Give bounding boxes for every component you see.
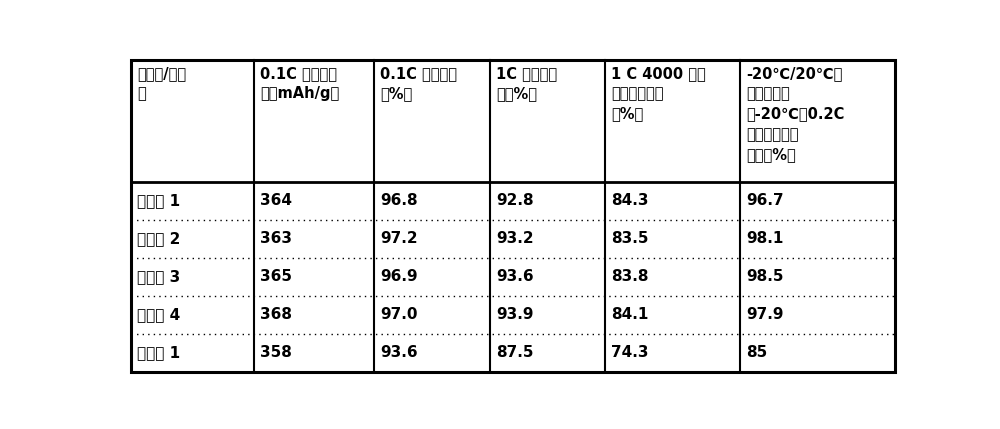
Text: 93.6: 93.6 (380, 345, 418, 360)
Text: 实施例 1: 实施例 1 (137, 193, 181, 208)
Text: 实施例 2: 实施例 2 (137, 231, 181, 246)
Text: 92.8: 92.8 (496, 193, 534, 208)
Text: 96.9: 96.9 (380, 269, 418, 284)
Text: 96.7: 96.7 (747, 193, 784, 208)
Text: 1 C 4000 次循
环容量保持率
（%）: 1 C 4000 次循 环容量保持率 （%） (611, 66, 706, 121)
Text: 0.1C 首次比容
量（mAh/g）: 0.1C 首次比容 量（mAh/g） (260, 66, 339, 101)
Text: 97.2: 97.2 (380, 231, 418, 246)
Text: 93.2: 93.2 (496, 231, 534, 246)
Text: 0.1C 首次效率
（%）: 0.1C 首次效率 （%） (380, 66, 457, 101)
Text: 对比例 1: 对比例 1 (137, 345, 181, 360)
Text: 365: 365 (260, 269, 292, 284)
Text: 97.9: 97.9 (747, 308, 784, 323)
Text: 84.1: 84.1 (611, 308, 648, 323)
Text: 85: 85 (747, 345, 768, 360)
Text: 363: 363 (260, 231, 292, 246)
Text: 实施例/对比
例: 实施例/对比 例 (137, 66, 187, 101)
Text: 98.5: 98.5 (747, 269, 784, 284)
Text: 83.8: 83.8 (611, 269, 648, 284)
Text: 83.5: 83.5 (611, 231, 648, 246)
Text: 364: 364 (260, 193, 292, 208)
Text: 96.8: 96.8 (380, 193, 418, 208)
Text: 74.3: 74.3 (611, 345, 648, 360)
Text: 368: 368 (260, 308, 292, 323)
Text: 84.3: 84.3 (611, 193, 648, 208)
Text: 93.9: 93.9 (496, 308, 534, 323)
Text: 87.5: 87.5 (496, 345, 534, 360)
Text: 98.1: 98.1 (747, 231, 784, 246)
Text: -20℃/20℃的
放电时间比
（-20℃，0.2C
放电至终止电
压）（%）: -20℃/20℃的 放电时间比 （-20℃，0.2C 放电至终止电 压）（%） (747, 66, 845, 162)
Text: 358: 358 (260, 345, 292, 360)
Text: 实施例 3: 实施例 3 (137, 269, 181, 284)
Text: 97.0: 97.0 (380, 308, 417, 323)
Text: 93.6: 93.6 (496, 269, 534, 284)
Text: 1C 容量保持
率（%）: 1C 容量保持 率（%） (496, 66, 557, 101)
Text: 实施例 4: 实施例 4 (137, 308, 181, 323)
